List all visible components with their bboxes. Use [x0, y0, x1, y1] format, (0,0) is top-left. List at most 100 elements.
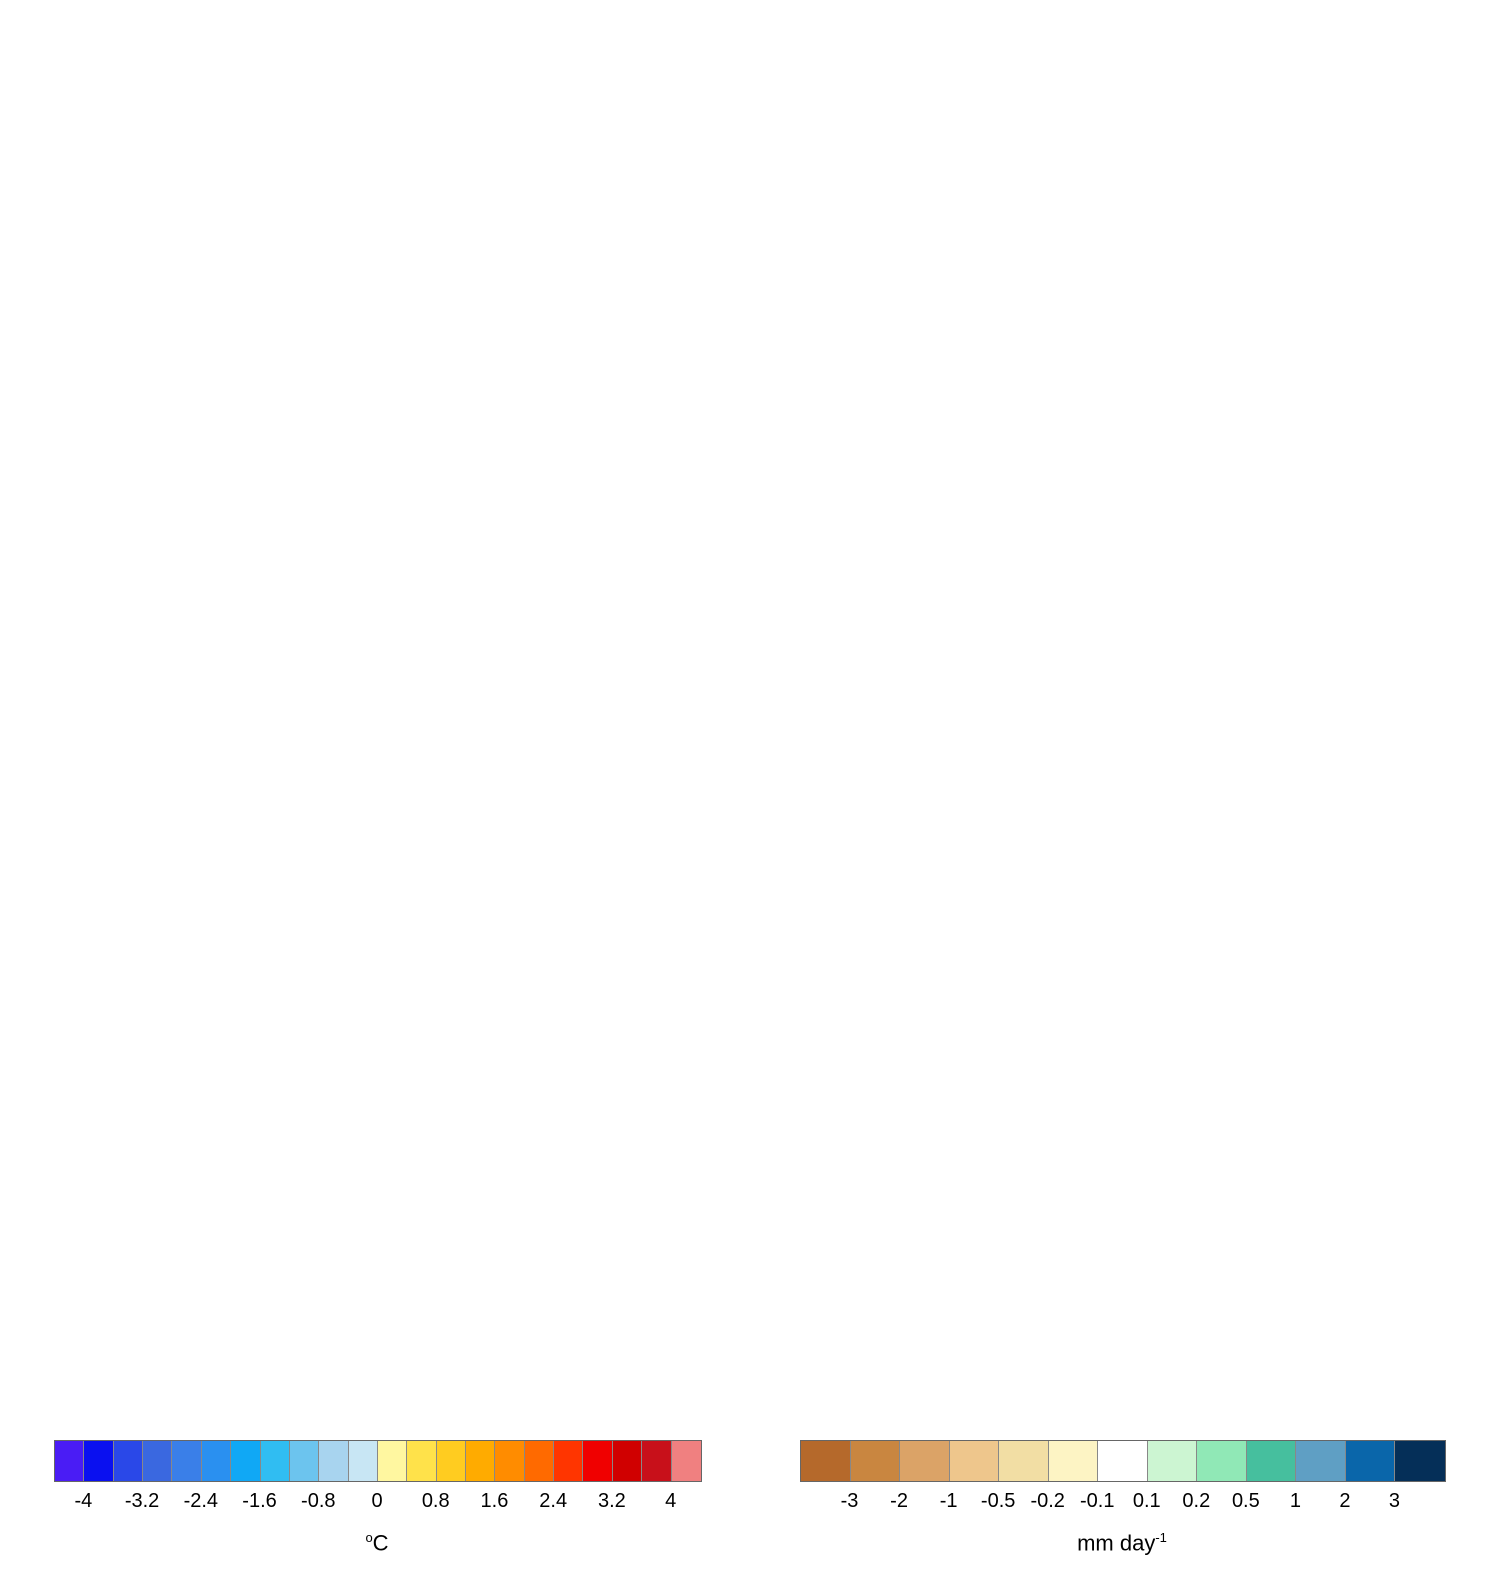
colorbar-swatch [55, 1441, 84, 1481]
continent-eurasia [777, 502, 1109, 730]
precipitation-anomaly-region [1277, 233, 1367, 303]
precipitation-anomaly-region [1057, 138, 1207, 178]
precipitation-anomaly-region [777, 1142, 977, 1177]
temperature-field [10, 972, 744, 1422]
continent-australia [205, 1234, 280, 1294]
precipitation-background [757, 490, 1491, 942]
colorbar-tick-label: -1.6 [242, 1490, 276, 1513]
precipitation-unit-exponent: -1 [1155, 1530, 1167, 1545]
colorbar-swatch [1148, 1441, 1198, 1481]
stipple-layer [389, 1036, 428, 1057]
colorbar-swatch [801, 1441, 851, 1481]
precipitation-anomaly-region [1057, 750, 1197, 835]
continent-antarctica [150, 880, 700, 939]
precipitation-field [757, 490, 1491, 942]
continent-namerica [1107, 1017, 1297, 1147]
continent-australia [952, 1234, 1027, 1294]
continent-antarctica [897, 880, 1447, 939]
precipitation-anomaly-region [1297, 1202, 1377, 1292]
colorbar-swatch [202, 1441, 231, 1481]
precipitation-anomaly-region [1437, 690, 1477, 730]
precipitation-anomaly-region [957, 1112, 1177, 1147]
continent-eurasia [777, 20, 1109, 248]
precipitation-field [757, 8, 1491, 460]
temperature-band [10, 208, 744, 223]
temperature-band [10, 1254, 744, 1267]
colorbar-swatch [1247, 1441, 1297, 1481]
colorbar-swatch [290, 1441, 319, 1481]
coastline-layer [777, 20, 1482, 457]
precipitation-anomaly-region [957, 328, 1087, 373]
precipitation-anomaly-region [957, 810, 1087, 855]
precipitation-anomaly-region [1007, 1187, 1087, 1212]
continent-namerica [1107, 535, 1297, 665]
colorbar-swatch [1296, 1441, 1346, 1481]
precipitation-anomaly-region [1277, 98, 1367, 143]
continent-westafrica [700, 690, 735, 750]
temperature-band [10, 1080, 744, 1147]
continent-antarctica [897, 398, 1447, 457]
land-layer [30, 502, 735, 939]
sst-map-svg-2 [10, 490, 744, 942]
precipitation-anomaly-region [797, 256, 1007, 313]
precipitation-unit-label: mm day-1 [1077, 1530, 1167, 1556]
significance-stippling [142, 42, 613, 423]
colorbar-tick-label: -0.5 [981, 1490, 1015, 1513]
continent-greenland [570, 984, 650, 1067]
precip-map-svg-3 [757, 972, 1491, 1424]
colorbar-swatch [642, 1441, 671, 1481]
continent-eurasia [30, 984, 362, 1212]
precipitation-anomaly-region [877, 178, 997, 213]
precipitation-anomaly-region [1057, 198, 1277, 220]
precipitation-anomaly-region [1057, 268, 1207, 338]
continent-africa [30, 1182, 70, 1272]
precipitation-anomaly-region [977, 63, 1067, 138]
colorbar-swatch [261, 1441, 290, 1481]
colorbar-tick-label: 2.4 [539, 1490, 567, 1513]
temperature-band [10, 223, 744, 248]
precipitation-anomaly-region [982, 705, 1062, 728]
precip-map-row1 [757, 8, 1491, 460]
colorbar-swatch [231, 1441, 260, 1481]
colorbar-tick-label: -0.8 [301, 1490, 335, 1513]
colorbar-swatch [84, 1441, 113, 1481]
colorbar-swatch [1346, 1441, 1396, 1481]
temperature-unit-label: oC [365, 1530, 388, 1556]
colorbar-tick-label: 0.8 [422, 1490, 450, 1513]
land-masses [30, 502, 735, 939]
continent-samerica [1262, 685, 1367, 870]
colorbar-swatch [672, 1441, 701, 1481]
continent-samerica [1262, 1167, 1367, 1352]
temperature-band [10, 870, 744, 890]
colorbar-tick-label: -2 [890, 1490, 908, 1513]
temperature-band [10, 775, 744, 790]
colorbar-swatch [1098, 1441, 1148, 1481]
precipitation-anomaly-region [777, 690, 957, 740]
colorbar-swatch [172, 1441, 201, 1481]
sst-map-row2 [10, 490, 744, 942]
stipple-layer [769, 980, 1486, 1413]
continent-westafrica [700, 1172, 735, 1232]
continent-greenland [1317, 502, 1397, 585]
temperature-band [10, 316, 744, 334]
colorbar-swatch [495, 1441, 524, 1481]
sst-map-svg-3 [10, 972, 744, 1424]
continent-greenland [570, 20, 650, 103]
continent-samerica [1262, 203, 1367, 388]
precipitation-anomaly-region [1057, 1242, 1187, 1302]
precipitation-anomaly-region [777, 1162, 1257, 1232]
precipitation-anomaly-region [1357, 268, 1407, 308]
colorbar-swatch [349, 1441, 378, 1481]
precipitation-anomaly-region [1277, 710, 1367, 780]
continent-eurasia [30, 20, 362, 248]
temperature-band [10, 608, 744, 638]
significance-stippling [769, 498, 1484, 936]
continent-westafrica [1447, 690, 1482, 750]
precipitation-anomaly-region [957, 1382, 1057, 1417]
sst-map-row1 [10, 8, 744, 460]
precipitation-anomaly-region [1057, 620, 1207, 665]
significance-stippling [389, 1036, 428, 1057]
continent-westafrica [700, 208, 735, 268]
land-masses [30, 984, 735, 1421]
precipitation-anomaly-region [997, 1012, 1087, 1092]
